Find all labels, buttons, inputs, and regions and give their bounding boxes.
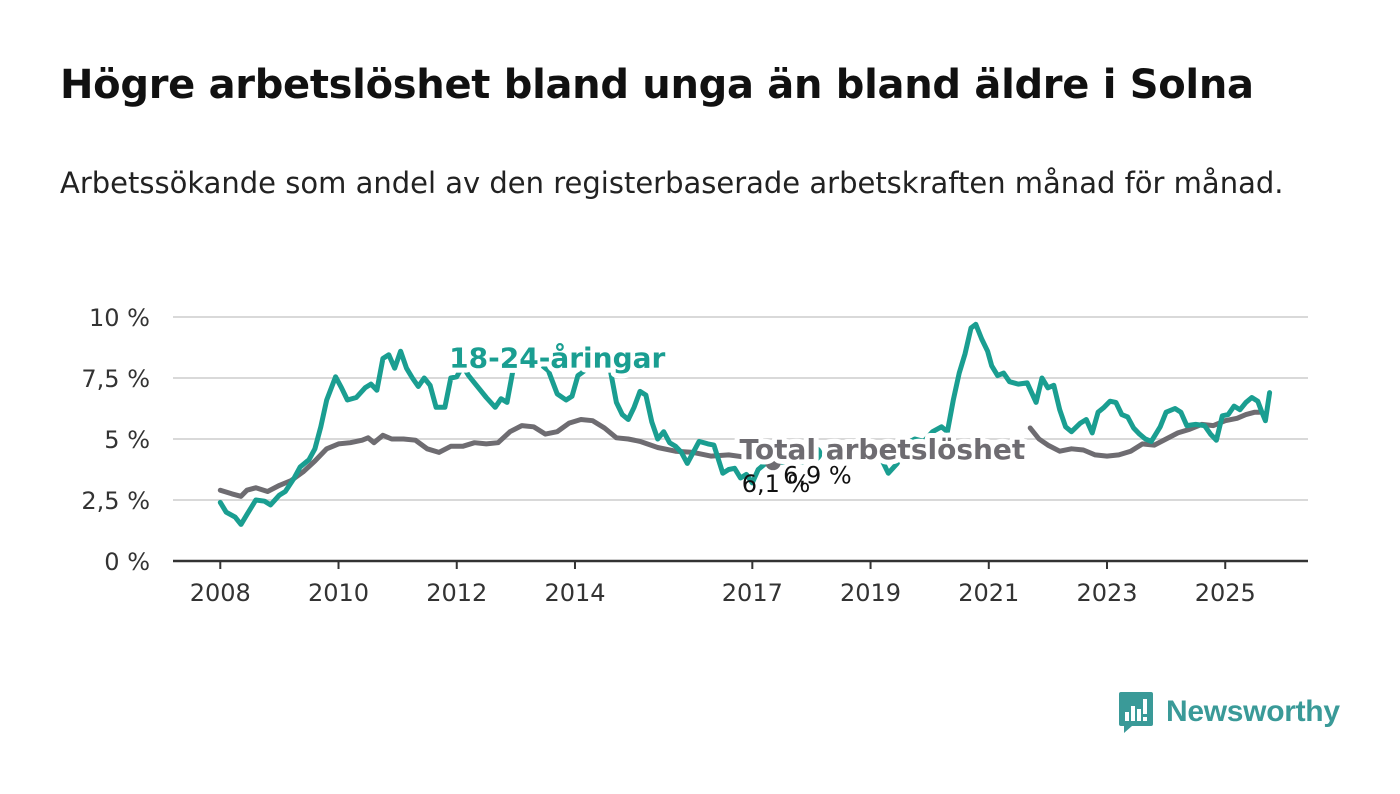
x-tick-label: 2017 — [722, 579, 783, 607]
series-line — [1027, 409, 1262, 459]
x-tick-label: 2025 — [1195, 579, 1256, 607]
x-tick-label: 2010 — [308, 579, 369, 607]
y-tick-label: 2,5 % — [81, 487, 150, 515]
series-end-marker — [765, 454, 782, 471]
x-tick-label: 2023 — [1076, 579, 1137, 607]
brand-logo: Newsworthy — [1118, 690, 1340, 734]
series-end-label: 6,1 % — [742, 470, 811, 498]
brand-name: Newsworthy — [1166, 695, 1340, 728]
series-end-label: 6,9 % — [783, 462, 852, 490]
series-line — [217, 348, 817, 527]
series-annotation: Total arbetslöshet — [739, 433, 1025, 466]
x-tick-label: 2012 — [426, 579, 487, 607]
y-tick-label: 0 % — [104, 548, 150, 576]
y-tick-label: 10 % — [89, 304, 150, 332]
y-tick-label: 7,5 % — [81, 365, 150, 393]
x-tick-label: 2021 — [958, 579, 1019, 607]
x-tick-label: 2014 — [544, 579, 605, 607]
newsworthy-logo-icon — [1119, 692, 1153, 733]
series-line — [217, 417, 776, 499]
page-title: Högre arbetslöshet bland unga än bland ä… — [60, 62, 1254, 108]
series-line — [862, 321, 1273, 476]
x-tick-label: 2019 — [840, 579, 901, 607]
x-tick-label: 2008 — [190, 579, 251, 607]
series-annotation: 18-24-åringar — [449, 341, 665, 374]
page-subtitle: Arbetssökande som andel av den registerb… — [60, 166, 1284, 200]
y-tick-label: 5 % — [104, 426, 150, 454]
series-end-marker — [806, 445, 823, 462]
